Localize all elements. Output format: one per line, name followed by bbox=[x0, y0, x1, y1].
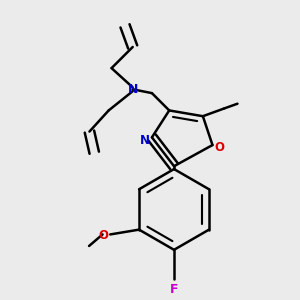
Text: O: O bbox=[214, 141, 224, 154]
Text: O: O bbox=[98, 229, 108, 242]
Text: N: N bbox=[128, 83, 138, 96]
Text: F: F bbox=[170, 283, 178, 296]
Text: N: N bbox=[140, 134, 150, 147]
